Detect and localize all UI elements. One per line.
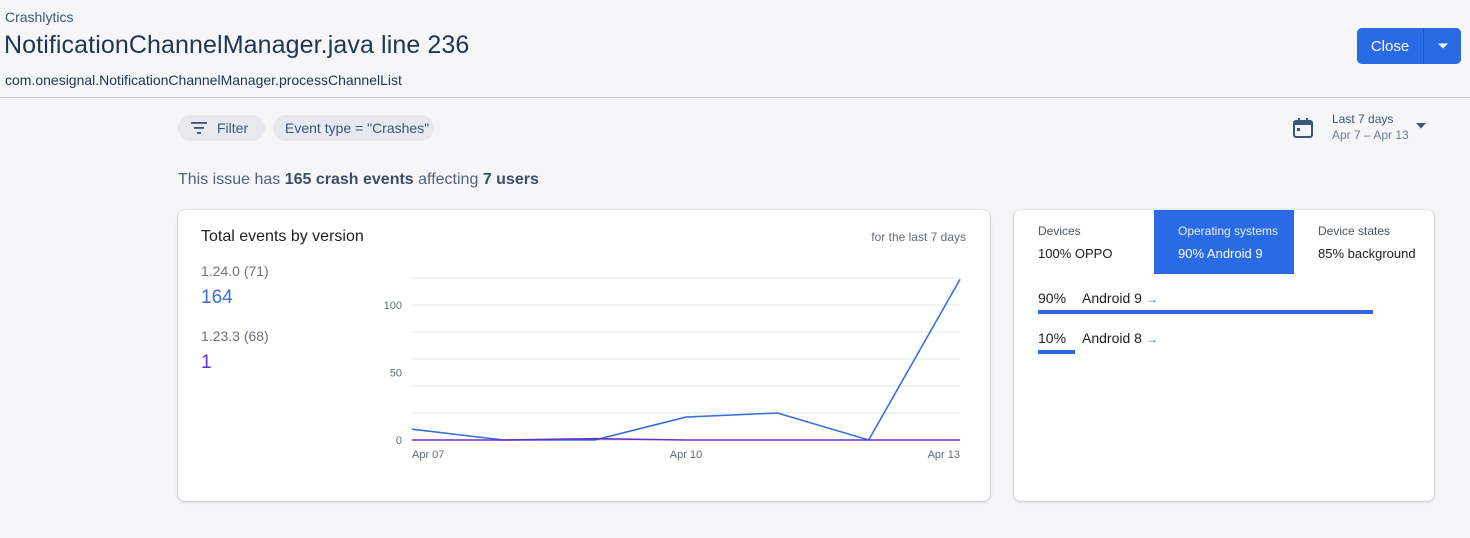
version-count: 164: [201, 287, 233, 308]
arrow-right-icon: →: [1145, 292, 1158, 306]
os-percent: 90%: [1038, 290, 1067, 306]
caret-down-icon: [1437, 43, 1448, 49]
os-row-android-9[interactable]: 90% Android 9 →: [1038, 284, 1410, 314]
chevron-down-icon: [1416, 123, 1426, 129]
tab-label: Operating systems: [1178, 224, 1279, 238]
page-subtitle: com.onesignal.NotificationChannelManager…: [5, 72, 402, 88]
date-range-value: Apr 7 – Apr 13: [1332, 128, 1409, 142]
filter-label: Filter: [217, 120, 249, 136]
tab-label: Device states: [1318, 224, 1391, 238]
chart-series-line: [411, 278, 961, 441]
breakdown-tabs: Devices 100% OPPO Operating systems 90% …: [1014, 210, 1434, 274]
filter-icon: [191, 122, 207, 134]
chart-x-tick-label: Apr 13: [928, 449, 960, 461]
events-by-version-card: Total events by version for the last 7 d…: [178, 210, 990, 501]
page-title: NotificationChannelManager.java line 236: [4, 31, 470, 59]
chart-y-tick-label: 100: [384, 300, 402, 312]
chart-x-tick-label: Apr 07: [412, 449, 444, 461]
os-share-bar: [1038, 310, 1373, 314]
summary-prefix: This issue has: [178, 171, 281, 188]
close-options-button[interactable]: [1424, 28, 1461, 64]
issue-summary: This issue has 165 crash events affectin…: [178, 171, 539, 189]
filter-chip[interactable]: Filter: [178, 115, 265, 141]
tab-value: 90% Android 9: [1178, 246, 1263, 261]
tab-value: 85% background: [1318, 246, 1416, 261]
date-range-label: Last 7 days: [1332, 112, 1394, 126]
summary-middle: affecting: [418, 171, 479, 188]
os-name: Android 9 →: [1082, 290, 1158, 306]
os-row-android-8[interactable]: 10% Android 8 →: [1038, 324, 1410, 354]
tab-device-states[interactable]: Device states 85% background: [1294, 210, 1434, 274]
breakdown-card: Devices 100% OPPO Operating systems 90% …: [1014, 210, 1434, 501]
tab-devices[interactable]: Devices 100% OPPO: [1014, 210, 1154, 274]
chart-y-tick-label: 0: [396, 435, 402, 447]
chart-x-tick-label: Apr 10: [670, 449, 702, 461]
events-line-chart: 0 50 100 Apr 07 Apr 10 Apr 13: [384, 277, 961, 461]
card-title: Total events by version: [201, 228, 364, 245]
chart-series-line: [412, 437, 960, 441]
version-label: 1.24.0 (71): [201, 263, 269, 279]
breadcrumb[interactable]: Crashlytics: [5, 9, 74, 25]
os-percent: 10%: [1038, 330, 1067, 346]
chart-y-tick-label: 50: [390, 368, 402, 380]
page-header: Crashlytics NotificationChannelManager.j…: [0, 0, 1470, 98]
version-label: 1.23.3 (68): [201, 328, 269, 344]
card-note: for the last 7 days: [871, 230, 966, 244]
version-count: 1: [201, 352, 212, 373]
event-type-label: Event type = "Crashes": [285, 120, 430, 136]
os-name: Android 8 →: [1082, 330, 1158, 346]
close-button[interactable]: Close: [1357, 28, 1424, 64]
tab-label: Devices: [1038, 224, 1081, 238]
arrow-right-icon: →: [1145, 332, 1158, 346]
event-type-chip[interactable]: Event type = "Crashes": [273, 115, 434, 141]
summary-users: 7 users: [482, 171, 539, 188]
os-share-bar: [1038, 350, 1076, 354]
calendar-icon: [1293, 118, 1313, 138]
summary-events: 165 crash events: [284, 171, 414, 188]
date-range-picker[interactable]: Last 7 days Apr 7 – Apr 13: [1292, 110, 1434, 146]
tab-value: 100% OPPO: [1038, 246, 1113, 261]
tab-operating-systems[interactable]: Operating systems 90% Android 9: [1154, 210, 1294, 274]
close-button-group: Close: [1357, 28, 1461, 64]
